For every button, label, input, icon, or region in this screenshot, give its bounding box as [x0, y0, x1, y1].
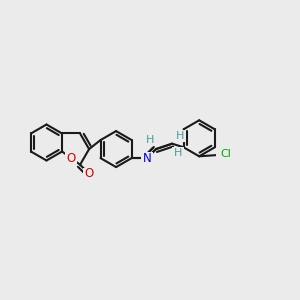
Text: Cl: Cl — [220, 149, 231, 160]
Bar — [83, 168, 95, 180]
Bar — [216, 148, 235, 160]
Text: O: O — [67, 152, 76, 165]
Text: H: H — [176, 131, 184, 141]
Text: O: O — [85, 167, 94, 180]
Bar — [141, 152, 153, 164]
Text: H: H — [146, 135, 154, 145]
Bar — [65, 152, 77, 164]
Text: N: N — [142, 152, 152, 165]
Text: H: H — [174, 148, 182, 158]
Bar — [172, 147, 184, 159]
Bar — [144, 134, 156, 146]
Bar — [173, 130, 186, 142]
